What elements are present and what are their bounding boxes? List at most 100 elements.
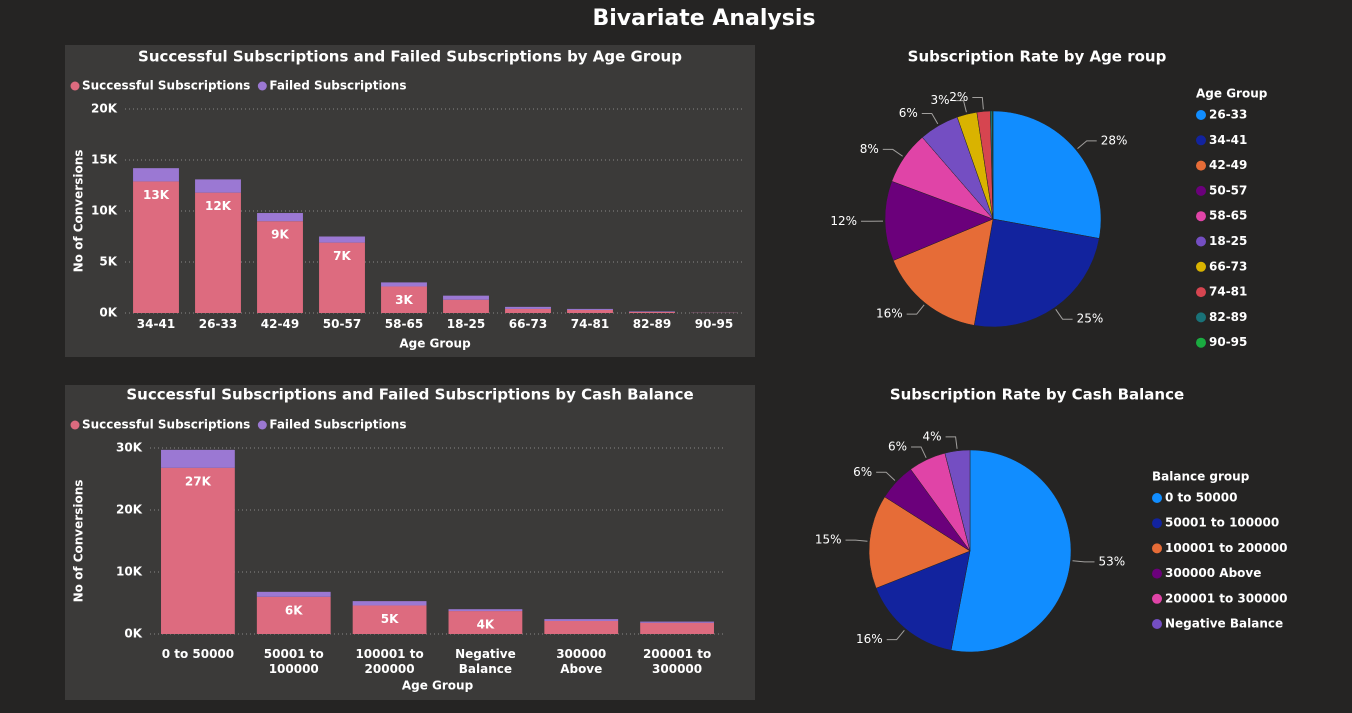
legend-marker (70, 420, 80, 430)
data-label: 16% (876, 307, 903, 321)
bar-segment (443, 299, 489, 313)
bar-segment (448, 611, 523, 634)
y-tick-label: 10K (116, 565, 143, 579)
chart-title: Subscription Rate by Cash Balance (890, 386, 1184, 404)
x-tick-label: 74-81 (570, 317, 610, 331)
legend-label: Successful Subscriptions (82, 79, 250, 93)
x-tick-label: 300000 Above (556, 647, 607, 676)
leader-line (972, 96, 984, 110)
legend-marker (70, 81, 80, 91)
bar-segment (319, 236, 365, 243)
bar-segment (352, 601, 427, 606)
legend-label: 34-41 (1209, 133, 1247, 147)
legend-label: 0 to 50000 (1165, 491, 1237, 505)
bar-segment (544, 620, 619, 634)
x-tick-label: 42-49 (260, 317, 300, 331)
legend-marker (1152, 543, 1162, 554)
leader-line (921, 112, 939, 125)
x-tick-label: 90-95 (694, 317, 734, 331)
bar-segment (567, 308, 613, 310)
leader-line (1055, 309, 1073, 320)
legend-marker (1196, 337, 1206, 348)
x-tick-label: 50001 to 100000 (263, 647, 324, 676)
legend-label: 42-49 (1209, 158, 1247, 172)
bar-segment (629, 311, 675, 312)
bar-segment (195, 192, 241, 313)
bar-segment (381, 282, 427, 287)
bar-segment (381, 286, 427, 313)
x-tick-label-box: 50001 to 100000 (263, 647, 324, 676)
pie-slice (973, 218, 1100, 328)
legend-marker (1152, 493, 1162, 503)
data-label: 6K (285, 603, 303, 617)
data-label: 16% (856, 632, 883, 646)
data-label: 4K (477, 618, 495, 632)
bar-segment (319, 242, 365, 313)
x-axis-title: Age Group (402, 679, 474, 693)
chart-title: Successful Subscriptions and Failed Subs… (138, 48, 682, 66)
data-label: 4% (923, 429, 942, 443)
legend-label: 74-81 (1209, 285, 1247, 299)
data-label: 7K (333, 249, 351, 263)
x-tick-label-box: 200001 to 300000 (643, 647, 711, 676)
legend-marker (1196, 236, 1206, 247)
x-tick-label: 66-73 (508, 317, 548, 331)
bar-segment (352, 605, 427, 634)
legend-label: 50-57 (1209, 183, 1247, 197)
data-label: 25% (1077, 312, 1104, 326)
y-tick-label: 5K (99, 255, 117, 269)
x-tick-label-box: 300000 Above (556, 647, 607, 676)
x-tick-label-box: 82-89 (633, 317, 671, 331)
legend-title: Balance group (1152, 470, 1250, 484)
data-label: 13K (143, 188, 170, 202)
data-label: 6% (899, 106, 918, 120)
x-axis-title: Age Group (399, 337, 471, 351)
x-tick-label: 100001 to 200000 (355, 647, 424, 676)
page-title: Bivariate Analysis (593, 6, 816, 31)
legend-label: 50001 to 100000 (1165, 516, 1279, 530)
pie-slice (868, 496, 971, 589)
pie-slice (950, 449, 1072, 653)
leader-line (1077, 140, 1097, 149)
pie-slice (884, 180, 994, 261)
chart-title: Successful Subscriptions and Failed Subs… (126, 386, 693, 404)
y-tick-label: 30K (116, 441, 143, 455)
bar-segment (505, 308, 551, 313)
leader-line (876, 471, 896, 481)
chart-title: Subscription Rate by Age roup (908, 48, 1167, 66)
bar-segment (161, 467, 235, 634)
y-tick-label: 20K (116, 503, 143, 517)
y-tick-label: 20K (91, 102, 118, 116)
bar-segment (257, 221, 303, 313)
legend-marker (257, 420, 267, 430)
bar-segment (640, 622, 714, 634)
leader-line (953, 100, 967, 113)
x-tick-label: 0 to 50000 (161, 647, 235, 661)
x-tick-label-box: 18-25 (447, 317, 485, 331)
legend-marker (1196, 135, 1206, 146)
data-label: 3K (395, 293, 413, 307)
x-tick-label: 58-65 (384, 317, 424, 331)
legend-marker (1196, 287, 1206, 298)
legend-marker (1196, 110, 1206, 120)
leader-line (945, 436, 958, 449)
y-axis-title: No of Conversions (72, 150, 86, 273)
data-label: 28% (1101, 133, 1128, 147)
x-tick-label: 26-33 (198, 317, 238, 331)
data-label: 8% (860, 142, 879, 156)
leader-line (906, 304, 925, 315)
legend-label: 18-25 (1209, 234, 1247, 248)
legend-label: 90-95 (1209, 335, 1247, 349)
bar-segment (448, 609, 523, 612)
legend-label: 26-33 (1209, 108, 1247, 122)
y-tick-label: 0K (99, 306, 117, 320)
x-tick-label-box: 66-73 (508, 317, 548, 331)
legend-marker (1152, 593, 1162, 604)
pie-slice (992, 110, 994, 220)
data-label: 27K (185, 474, 212, 488)
leader-line (845, 539, 868, 542)
data-label: 9K (271, 228, 289, 242)
x-tick-label-box: 58-65 (384, 317, 424, 331)
y-tick-label: 0K (124, 627, 142, 641)
